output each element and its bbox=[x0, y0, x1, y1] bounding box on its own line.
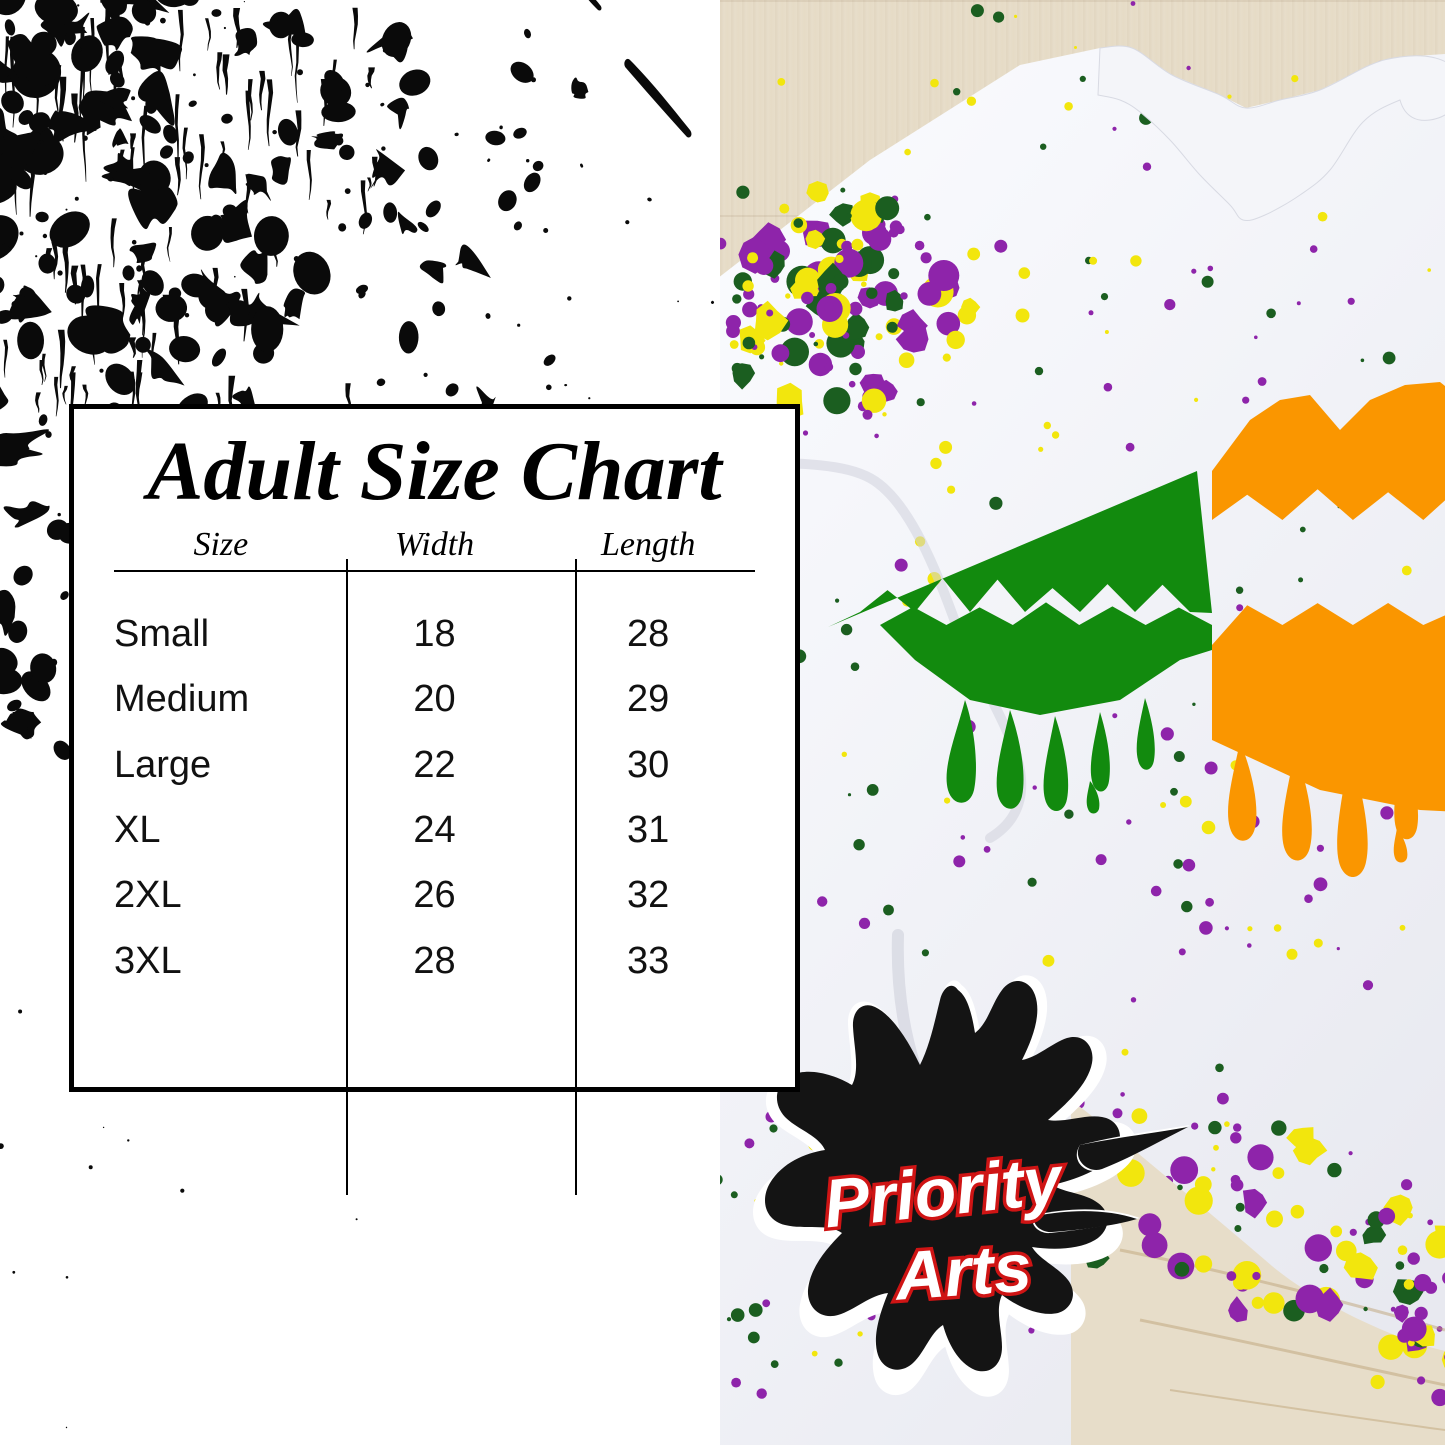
svg-text:Arts: Arts bbox=[891, 1229, 1034, 1314]
